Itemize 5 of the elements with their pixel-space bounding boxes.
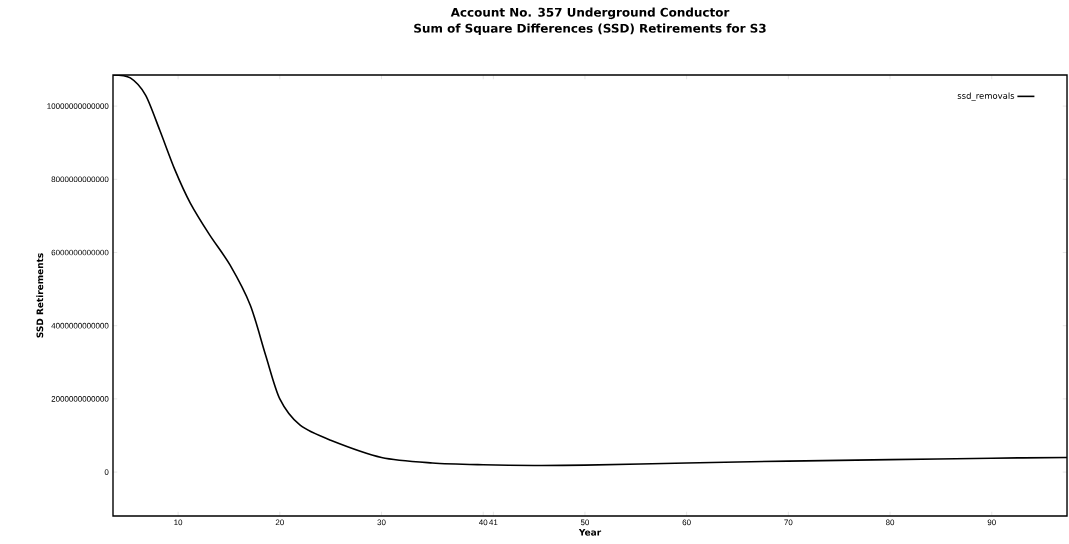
chart-subtitle: Sum of Square Differences (SSD) Retirements for S3 (414, 23, 766, 36)
legend-label: ssd_removals (957, 92, 1015, 101)
chart-title: Account No. 357 Underground Conductor (450, 7, 730, 20)
x-axis-title: Year (578, 529, 602, 536)
y-axis-title: SSD Retirements (36, 253, 44, 338)
